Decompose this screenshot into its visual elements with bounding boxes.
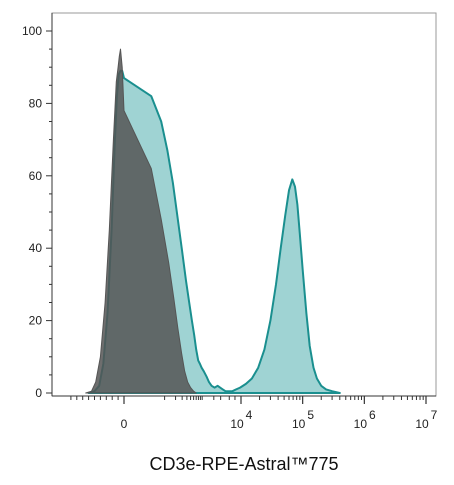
y-axis: 0 20 40 60 80 100 bbox=[22, 13, 53, 400]
x-tick-label: 10 bbox=[292, 417, 306, 431]
x-tick-exponent: 7 bbox=[431, 408, 438, 422]
x-tick-label: 0 bbox=[121, 417, 128, 431]
x-tick-label: 10 bbox=[415, 417, 429, 431]
y-tick-label: 80 bbox=[29, 96, 43, 110]
y-tick-label: 0 bbox=[35, 386, 42, 400]
y-tick-label: 20 bbox=[29, 314, 43, 328]
y-tick-label: 60 bbox=[29, 169, 43, 183]
series-0-area bbox=[85, 48, 197, 394]
series-layer bbox=[85, 48, 341, 394]
x-tick-exponent: 4 bbox=[246, 408, 253, 422]
x-tick-exponent: 5 bbox=[307, 408, 314, 422]
x-tick-label: 10 bbox=[230, 417, 244, 431]
x-tick-label: 10 bbox=[354, 417, 368, 431]
y-tick-label: 40 bbox=[29, 241, 43, 255]
x-tick-exponent: 6 bbox=[369, 408, 376, 422]
x-axis-title: CD3e-RPE-Astral™775 bbox=[149, 454, 338, 474]
y-tick-label: 100 bbox=[22, 24, 42, 38]
